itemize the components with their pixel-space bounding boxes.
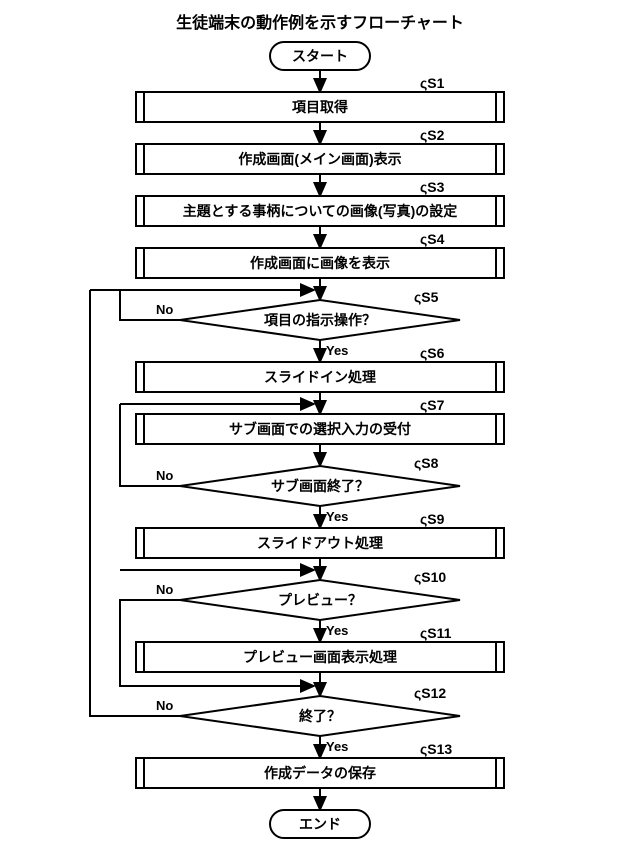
step-s2: 作成画面(メイン画面)表示 xyxy=(136,144,504,174)
step-s5-label: 項目の指示操作？ xyxy=(264,312,376,328)
step-s13-label: 作成データの保存 xyxy=(264,765,376,781)
flowchart-title: 生徒端末の動作例を示すフローチャート xyxy=(176,13,464,32)
s10-no: No xyxy=(156,582,173,597)
step-id-s13: ςS13 xyxy=(420,741,452,757)
s12-no: No xyxy=(156,698,173,713)
step-id-s5: ςS5 xyxy=(414,289,439,305)
step-s1-label: 項目取得 xyxy=(292,99,348,115)
step-s1: 項目取得 xyxy=(136,92,504,122)
s5-no: No xyxy=(156,302,173,317)
flowchart-canvas: 生徒端末の動作例を示すフローチャート スタート ςS1 項目取得 ςS2 作成画… xyxy=(0,0,640,858)
step-s3: 主題とする事柄についての画像(写真)の設定 xyxy=(136,196,504,226)
step-s11: プレビュー画面表示処理 xyxy=(136,642,504,672)
step-s10: プレビュー？ xyxy=(180,580,460,620)
step-s7-label: サブ画面での選択入力の受付 xyxy=(229,421,411,437)
step-id-s6: ςS6 xyxy=(420,345,445,361)
step-s6: スライドイン処理 xyxy=(136,362,504,392)
step-s4-label: 作成画面に画像を表示 xyxy=(250,255,390,271)
step-s9-label: スライドアウト処理 xyxy=(257,535,383,551)
step-s6-label: スライドイン処理 xyxy=(264,369,376,385)
s5-yes: Yes xyxy=(326,343,348,358)
step-id-s12: ςS12 xyxy=(414,685,446,701)
step-id-s10: ςS10 xyxy=(414,569,446,585)
step-s9: スライドアウト処理 xyxy=(136,528,504,558)
step-id-s7: ςS7 xyxy=(420,397,445,413)
s8-no: No xyxy=(156,468,173,483)
start-terminator: スタート xyxy=(270,42,370,70)
step-s12: 終了？ xyxy=(180,696,460,736)
step-s7: サブ画面での選択入力の受付 xyxy=(136,414,504,444)
end-label: エンド xyxy=(299,816,341,832)
step-id-s1: ςS1 xyxy=(420,75,445,91)
step-s10-label: プレビュー？ xyxy=(278,592,362,608)
step-s5: 項目の指示操作？ xyxy=(180,300,460,340)
end-terminator: エンド xyxy=(270,810,370,838)
s8-yes: Yes xyxy=(326,509,348,524)
step-id-s8: ςS8 xyxy=(414,455,439,471)
s12-yes: Yes xyxy=(326,739,348,754)
s10-yes: Yes xyxy=(326,623,348,638)
step-s8: サブ画面終了？ xyxy=(180,466,460,506)
step-id-s11: ςS11 xyxy=(420,625,452,641)
step-s8-label: サブ画面終了？ xyxy=(271,478,369,494)
step-s3-label: 主題とする事柄についての画像(写真)の設定 xyxy=(183,203,457,219)
step-s4: 作成画面に画像を表示 xyxy=(136,248,504,278)
step-s12-label: 終了？ xyxy=(299,708,341,724)
step-id-s9: ςS9 xyxy=(420,511,445,527)
step-s11-label: プレビュー画面表示処理 xyxy=(243,649,397,665)
step-id-s3: ςS3 xyxy=(420,179,445,195)
step-id-s2: ςS2 xyxy=(420,127,445,143)
step-id-s4: ςS4 xyxy=(420,231,445,247)
step-s13: 作成データの保存 xyxy=(136,758,504,788)
start-label: スタート xyxy=(292,48,348,64)
step-s2-label: 作成画面(メイン画面)表示 xyxy=(238,151,401,167)
